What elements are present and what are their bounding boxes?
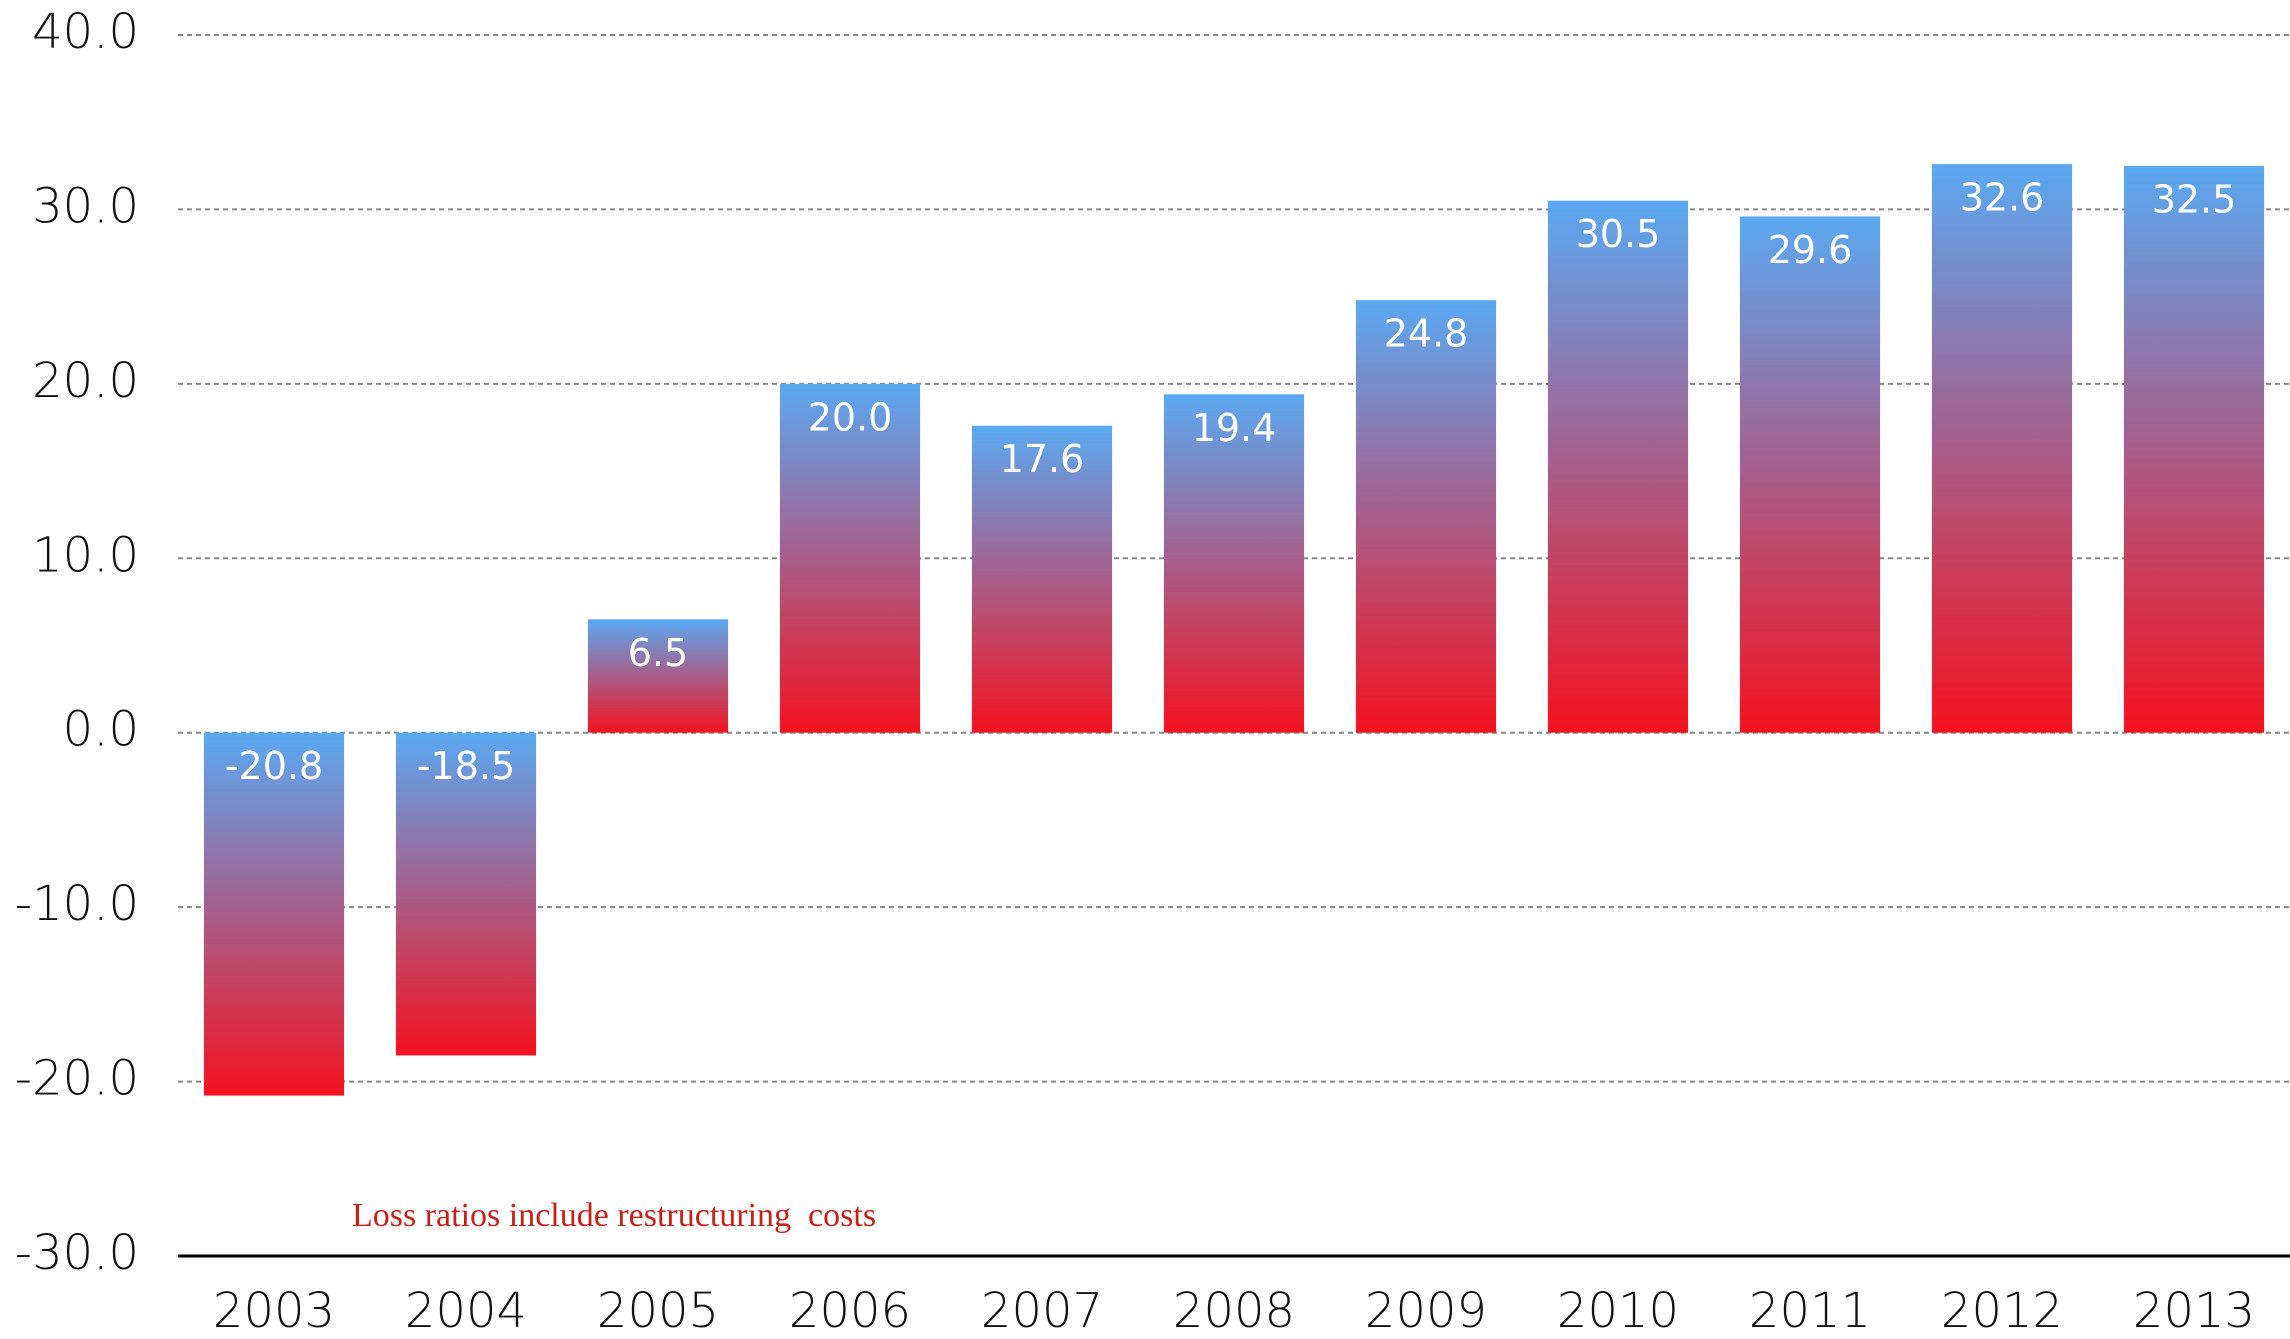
y-tick-label: -20.0	[15, 1051, 139, 1107]
bar	[587, 619, 729, 733]
value-label: 17.6	[1000, 437, 1085, 481]
value-label: 32.5	[2152, 177, 2237, 221]
bar	[971, 425, 1113, 733]
x-tick-label: 2011	[1749, 1283, 1871, 1339]
value-label: 6.5	[628, 631, 688, 675]
x-tick-label: 2003	[213, 1283, 335, 1339]
y-tick-label: 0.0	[63, 702, 139, 758]
x-tick-label: 2007	[981, 1283, 1103, 1339]
x-tick-label: 2008	[1173, 1283, 1295, 1339]
value-label: 30.5	[1576, 212, 1661, 256]
annotation: Loss ratios include restructuring costs	[352, 1197, 876, 1234]
x-tick-label: 2010	[1557, 1283, 1679, 1339]
x-tick-label: 2005	[597, 1283, 719, 1339]
y-tick-label: 20.0	[32, 353, 139, 409]
bar	[203, 732, 345, 1096]
value-label: 20.0	[808, 395, 893, 439]
y-tick-label: -10.0	[15, 876, 139, 932]
bar	[395, 732, 537, 1056]
x-tick-label: 2012	[1941, 1283, 2063, 1339]
y-tick-label: 10.0	[32, 527, 139, 583]
x-tick-label: 2006	[789, 1283, 911, 1339]
bar	[1931, 164, 2073, 733]
bar	[1355, 300, 1497, 733]
x-tick-label: 2013	[2133, 1283, 2255, 1339]
bar	[779, 383, 921, 733]
value-label: -18.5	[417, 744, 515, 788]
value-label: 24.8	[1384, 312, 1469, 356]
y-tick-label: 40.0	[32, 4, 139, 60]
x-tick-label: 2009	[1365, 1283, 1487, 1339]
y-tick-label: 30.0	[32, 178, 139, 234]
bar	[1547, 200, 1689, 733]
bar	[1739, 216, 1881, 733]
bar	[1163, 394, 1305, 733]
value-label: 19.4	[1192, 406, 1277, 450]
y-tick-label: -30.0	[15, 1225, 139, 1281]
bar	[2123, 165, 2265, 733]
value-label: 29.6	[1768, 228, 1853, 272]
value-label: -20.8	[225, 744, 323, 788]
x-tick-label: 2004	[405, 1283, 527, 1339]
value-label: 32.6	[1960, 176, 2045, 220]
